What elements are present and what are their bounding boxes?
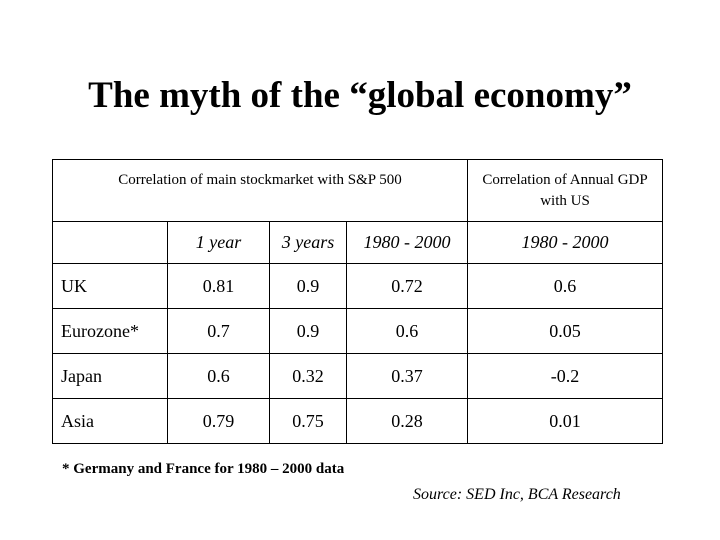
footnote: * Germany and France for 1980 – 2000 dat…	[62, 461, 345, 477]
table-row: Japan 0.6 0.32 0.37 -0.2	[52, 353, 664, 399]
table-cell: 0.9	[269, 263, 347, 309]
table-cell: 0.79	[167, 398, 270, 444]
table-cell: -0.2	[467, 353, 664, 399]
table-cell: 0.6	[167, 353, 270, 399]
row-label-japan: Japan	[52, 353, 168, 399]
table-cell: 0.01	[467, 398, 664, 444]
row-label-eurozone: Eurozone*	[52, 308, 168, 354]
slide-title: The myth of the “global economy”	[88, 75, 632, 116]
subheader-1-year: 1 year	[167, 221, 270, 264]
table-cell: 0.9	[269, 308, 347, 354]
source-note: Source: SED Inc, BCA Research	[413, 486, 621, 503]
subheader-stock-1980-2000: 1980 - 2000	[345, 221, 469, 264]
row-label-asia: Asia	[52, 398, 168, 444]
stockmarket-correlation-header: Correlation of main stockmarket with S&P…	[51, 159, 469, 222]
table-subheader-row: 1 year 3 years 1980 - 2000 1980 - 2000	[52, 221, 664, 264]
empty-corner-cell	[52, 221, 168, 264]
subheader-3-years: 3 years	[269, 221, 347, 264]
table-cell: 0.75	[269, 398, 347, 444]
correlation-table: Correlation of main stockmarket with S&P…	[51, 159, 664, 444]
table-cell: 0.37	[345, 353, 469, 399]
gdp-correlation-header: Correlation of Annual GDP with US	[467, 159, 664, 222]
table-cell: 0.6	[467, 263, 664, 309]
table-row: UK 0.81 0.9 0.72 0.6	[52, 263, 664, 309]
table-row: Eurozone* 0.7 0.9 0.6 0.05	[52, 308, 664, 354]
row-label-uk: UK	[52, 263, 168, 309]
subheader-gdp-1980-2000: 1980 - 2000	[467, 221, 664, 264]
table-cell: 0.05	[467, 308, 664, 354]
table-cell: 0.81	[167, 263, 270, 309]
table-cell: 0.32	[269, 353, 347, 399]
table-cell: 0.28	[345, 398, 469, 444]
table-cell: 0.6	[345, 308, 469, 354]
table-cell: 0.7	[167, 308, 270, 354]
table-cell: 0.72	[345, 263, 469, 309]
table-header-row: Correlation of main stockmarket with S&P…	[51, 159, 664, 222]
table-row: Asia 0.79 0.75 0.28 0.01	[52, 398, 664, 444]
